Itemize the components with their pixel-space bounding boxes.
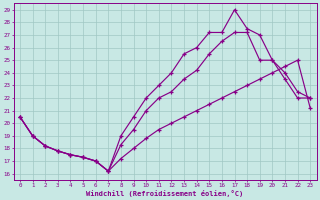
X-axis label: Windchill (Refroidissement éolien,°C): Windchill (Refroidissement éolien,°C)	[86, 190, 244, 197]
